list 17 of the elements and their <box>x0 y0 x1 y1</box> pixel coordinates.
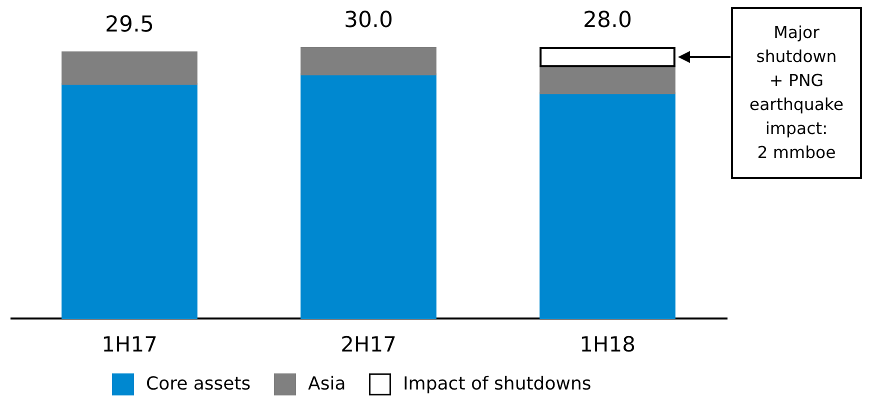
bar <box>300 73 436 319</box>
annotation: 29.5 <box>105 12 154 38</box>
annotation: 28.0 <box>583 8 632 33</box>
bar <box>540 92 676 319</box>
bar <box>540 65 676 94</box>
bar <box>540 47 676 68</box>
x-tick-label: 2H17 <box>340 332 396 356</box>
legend-label: Core assets <box>146 373 251 394</box>
bar <box>62 51 198 85</box>
note-box: Major shutdown + PNG earthquake impact: 2 mmboe <box>731 7 862 179</box>
legend-label: Impact of shutdowns <box>403 373 592 394</box>
bar <box>300 47 436 76</box>
legend-label: Asia <box>308 373 346 394</box>
x-tick-label: 1H17 <box>102 332 158 356</box>
x-tick-label: 1H18 <box>580 332 636 356</box>
bar <box>62 82 198 319</box>
annotation: 30.0 <box>344 8 393 33</box>
